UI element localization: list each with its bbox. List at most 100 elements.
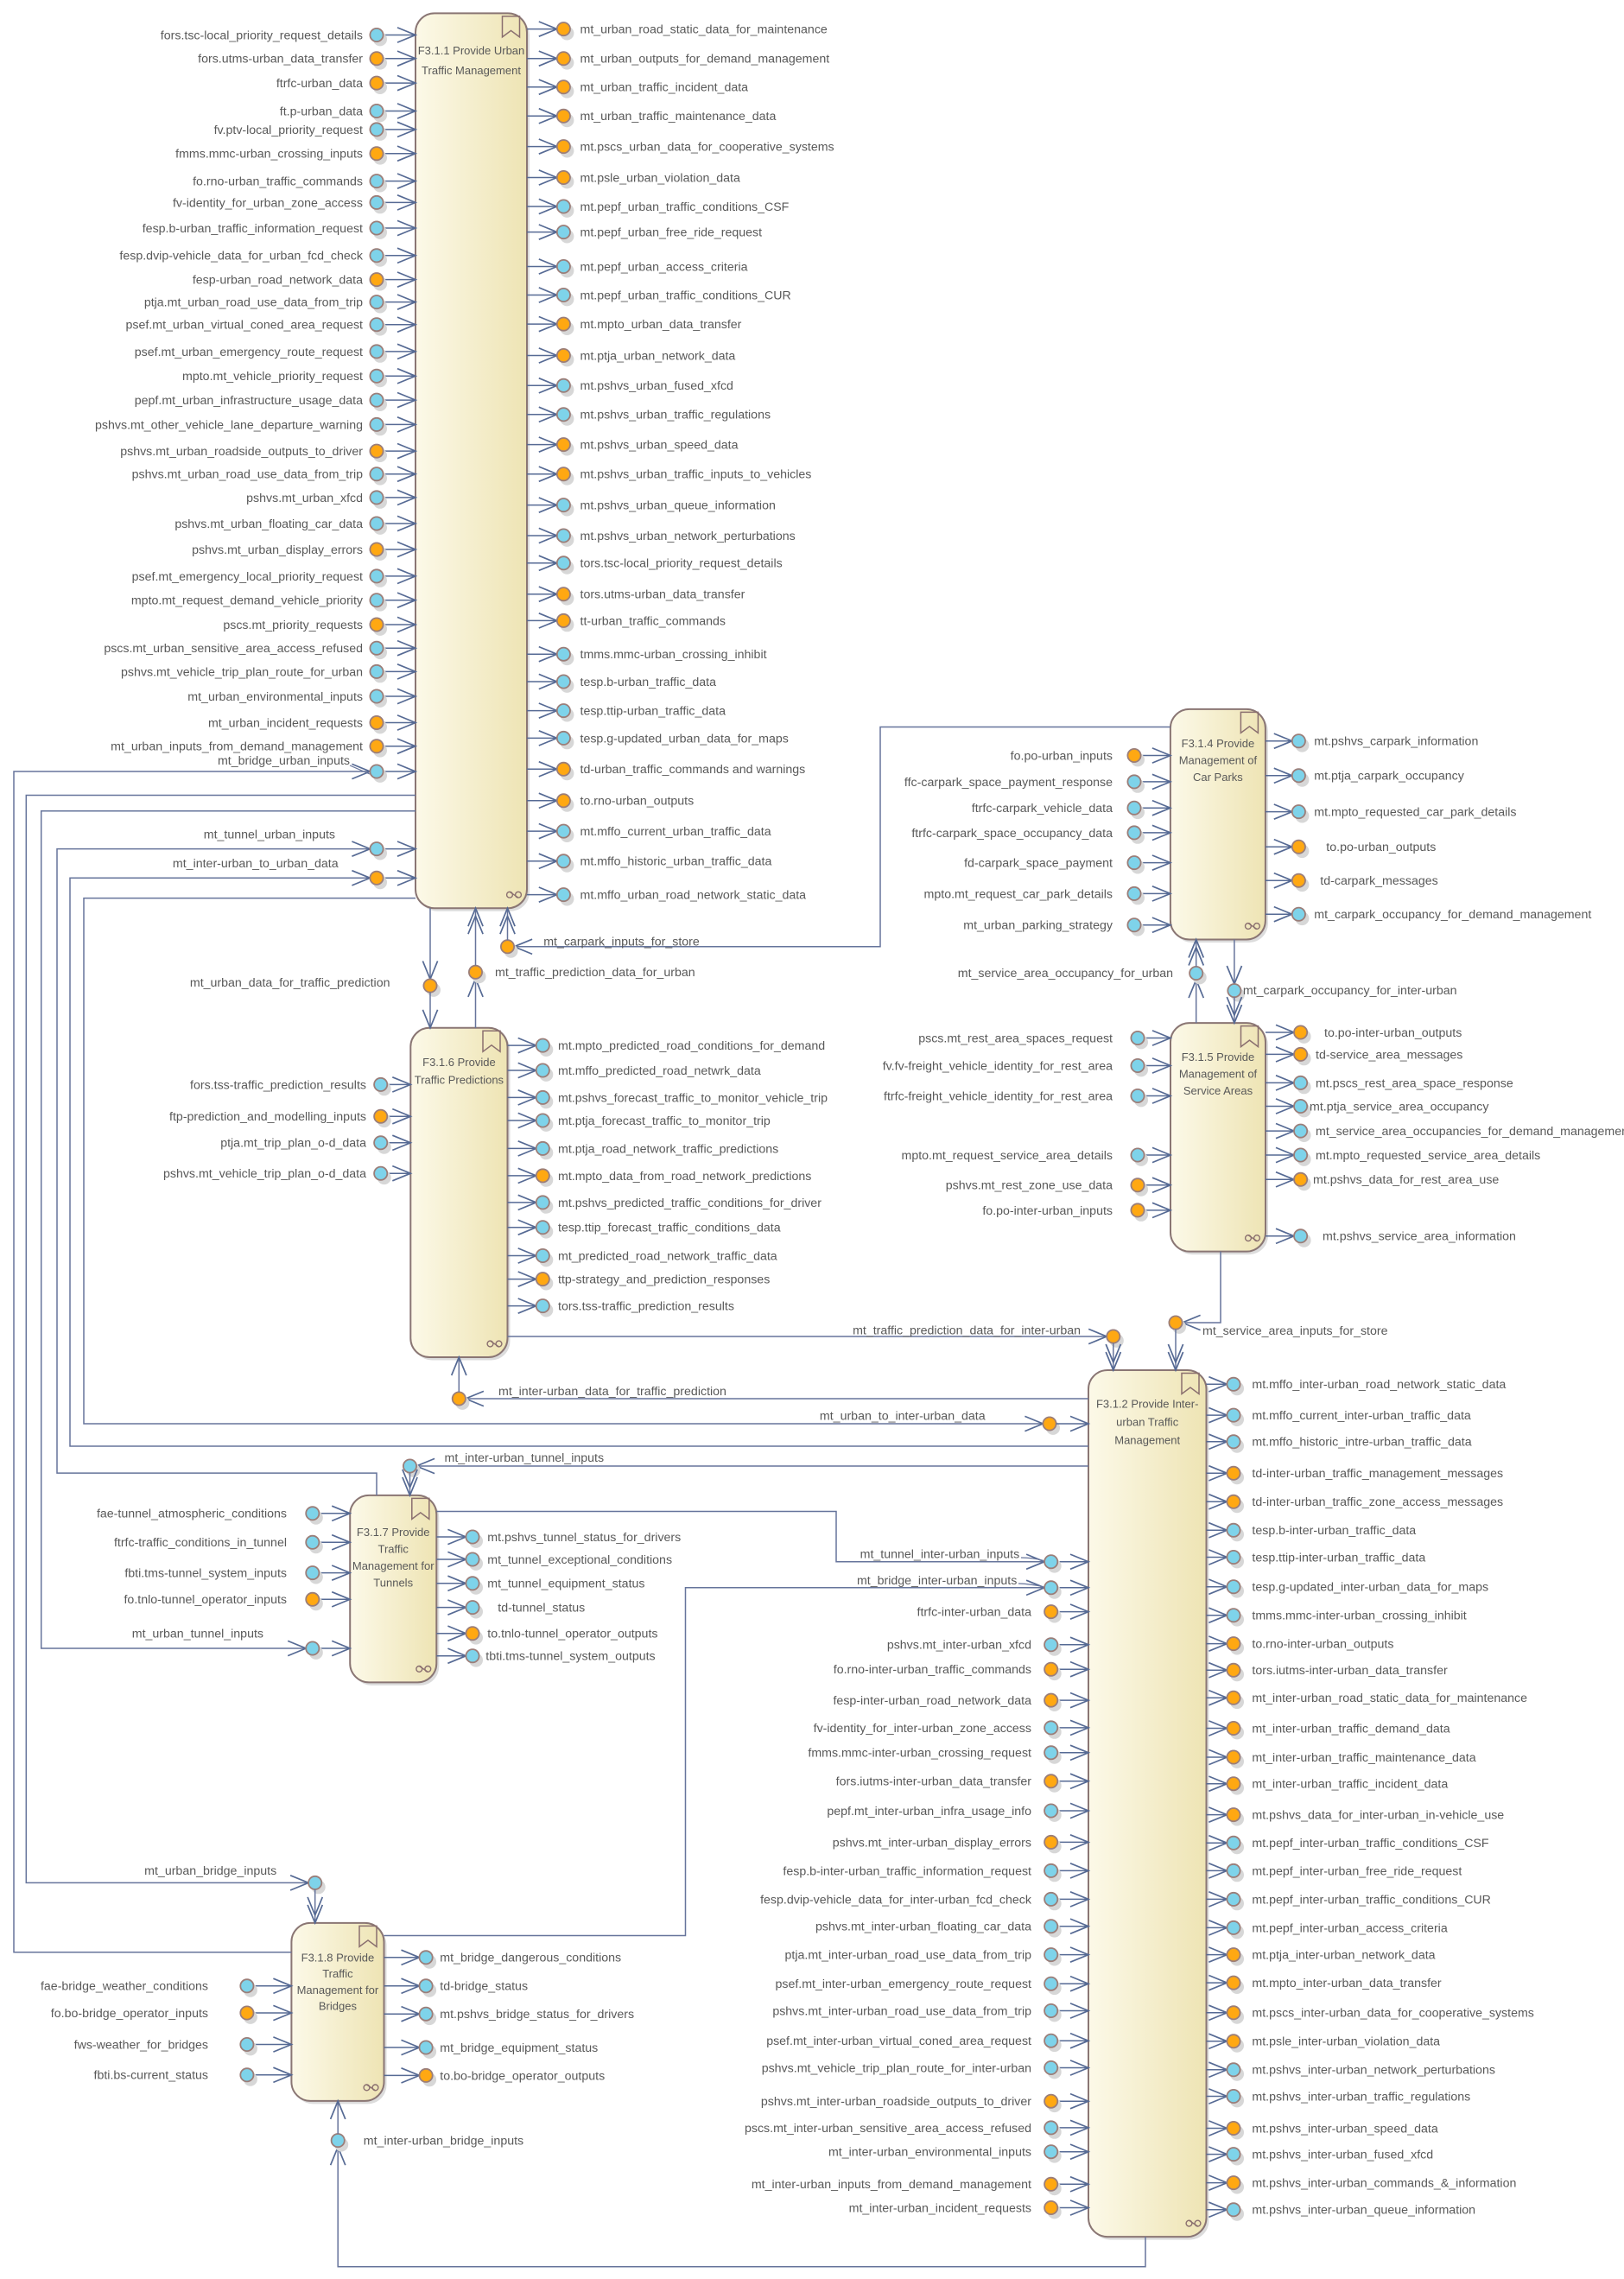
svg-text:fo.po-urban_inputs: fo.po-urban_inputs [1011,749,1113,763]
svg-text:fesp.dvip-vehicle_data_for_urb: fesp.dvip-vehicle_data_for_urban_fcd_che… [119,250,363,263]
svg-text:mt_service_area_occupancy_for_: mt_service_area_occupancy_for_urban [958,967,1173,981]
svg-text:ftrfc-freight_vehicle_identity: ftrfc-freight_vehicle_identity_for_rest_… [884,1089,1113,1103]
svg-text:pshvs.mt_other_vehicle_lane_de: pshvs.mt_other_vehicle_lane_departure_wa… [95,418,363,432]
svg-text:mt.pshvs_carpark_information: mt.pshvs_carpark_information [1314,735,1478,749]
svg-text:to.tnlo-tunnel_operator_output: to.tnlo-tunnel_operator_outputs [487,1628,657,1641]
svg-text:pshvs.mt_rest_zone_use_data: pshvs.mt_rest_zone_use_data [946,1179,1113,1193]
svg-text:mt.psle_urban_violation_data: mt.psle_urban_violation_data [580,171,740,185]
svg-text:mt.mpto_inter-urban_data_trans: mt.mpto_inter-urban_data_transfer [1252,1977,1442,1990]
svg-text:td-bridge_status: td-bridge_status [440,1980,528,1994]
svg-text:mt.ptja_inter-urban_network_da: mt.ptja_inter-urban_network_data [1252,1949,1435,1963]
svg-text:mt.ptja_urban_network_data: mt.ptja_urban_network_data [580,349,736,363]
svg-text:mt_urban_outputs_for_demand_ma: mt_urban_outputs_for_demand_management [580,53,830,67]
svg-text:Car Parks: Car Parks [1193,771,1243,784]
svg-text:mt.pepf_urban_free_ride_reques: mt.pepf_urban_free_ride_request [580,226,763,240]
svg-text:mt_inter-urban_traffic_demand_: mt_inter-urban_traffic_demand_data [1252,1722,1450,1736]
svg-text:tors.tsc-local_priority_reques: tors.tsc-local_priority_request_details [580,557,783,571]
svg-text:mt_inter-urban_road_static_dat: mt_inter-urban_road_static_data_for_main… [1252,1692,1527,1705]
svg-text:psef.mt_emergency_local_priori: psef.mt_emergency_local_priority_request [132,570,363,584]
svg-text:mt.mffo_urban_road_network_sta: mt.mffo_urban_road_network_static_data [580,889,807,903]
svg-text:mt_service_area_occupancies_fo: mt_service_area_occupancies_for_demand_m… [1316,1125,1624,1139]
svg-text:td-carpark_messages: td-carpark_messages [1320,874,1437,888]
svg-text:fws-weather_for_bridges: fws-weather_for_bridges [74,2038,208,2052]
svg-text:fors.tsc-local_priority_reques: fors.tsc-local_priority_request_details [161,29,363,42]
svg-text:tesp.ttip_forecast_traffic_con: tesp.ttip_forecast_traffic_conditions_da… [558,1222,781,1235]
svg-text:fo.rno-urban_traffic_commands: fo.rno-urban_traffic_commands [193,175,363,189]
svg-text:fesp-inter-urban_road_network_: fesp-inter-urban_road_network_data [833,1694,1031,1708]
svg-text:mt_urban_to_inter-urban_data: mt_urban_to_inter-urban_data [820,1409,986,1423]
svg-text:tesp.g-updated_urban_data_for_: tesp.g-updated_urban_data_for_maps [580,732,789,746]
svg-text:mpto.mt_request_service_area_d: mpto.mt_request_service_area_details [902,1149,1113,1163]
svg-text:mt_inter-urban_tunnel_inputs: mt_inter-urban_tunnel_inputs [445,1451,605,1465]
svg-text:mt_bridge_urban_inputs: mt_bridge_urban_inputs [218,754,350,768]
svg-text:mt.pshvs_inter-urban_commands_: mt.pshvs_inter-urban_commands_&_informat… [1252,2177,1516,2191]
svg-text:tesp.ttip-inter-urban_traffic_: tesp.ttip-inter-urban_traffic_data [1252,1551,1425,1565]
svg-text:pshvs.mt_inter-urban_display_e: pshvs.mt_inter-urban_display_errors [833,1836,1031,1850]
svg-text:mt.psle_inter-urban_violation_: mt.psle_inter-urban_violation_data [1252,2035,1440,2049]
svg-text:to.rno-inter-urban_outputs: to.rno-inter-urban_outputs [1252,1638,1393,1652]
svg-text:pscs.mt_urban_sensitive_area_a: pscs.mt_urban_sensitive_area_access_refu… [104,642,363,656]
svg-text:ftrfc-inter-urban_data: ftrfc-inter-urban_data [917,1606,1032,1620]
svg-text:td-inter-urban_traffic_zone_ac: td-inter-urban_traffic_zone_access_messa… [1252,1495,1503,1509]
svg-text:pshvs.mt_urban_floating_car_da: pshvs.mt_urban_floating_car_data [174,517,363,531]
svg-text:fmms.mmc-inter-urban_crossing_: fmms.mmc-inter-urban_crossing_request [808,1747,1031,1761]
svg-text:fesp-urban_road_network_data: fesp-urban_road_network_data [193,274,363,288]
svg-text:Tunnels: Tunnels [373,1577,413,1590]
svg-text:fors.utms-urban_data_transfer: fors.utms-urban_data_transfer [198,53,363,67]
svg-text:mt_inter-urban_environmental_i: mt_inter-urban_environmental_inputs [828,2146,1031,2160]
svg-text:td-inter-urban_traffic_managem: td-inter-urban_traffic_management_messag… [1252,1467,1503,1481]
svg-text:fbti.tms-tunnel_system_inputs: fbti.tms-tunnel_system_inputs [124,1567,287,1581]
svg-text:mt_tunnel_exceptional_conditio: mt_tunnel_exceptional_conditions [487,1553,672,1567]
svg-text:td-service_area_messages: td-service_area_messages [1316,1048,1462,1062]
svg-text:mt_urban_traffic_incident_data: mt_urban_traffic_incident_data [580,81,749,95]
svg-text:pshvs.mt_urban_roadside_output: pshvs.mt_urban_roadside_outputs_to_drive… [120,445,363,459]
svg-text:fv-identity_for_inter-urban_zo: fv-identity_for_inter-urban_zone_access [814,1722,1031,1736]
svg-text:mt.ptja_carpark_occupancy: mt.ptja_carpark_occupancy [1314,770,1464,784]
svg-text:Management: Management [1114,1434,1180,1447]
svg-text:ftrfc-carpark_space_occupancy_: ftrfc-carpark_space_occupancy_data [911,827,1113,841]
svg-text:fae-tunnel_atmospheric_conditi: fae-tunnel_atmospheric_conditions [97,1508,287,1521]
svg-text:mt_bridge_inter-urban_inputs: mt_bridge_inter-urban_inputs [857,1574,1017,1588]
svg-text:to.po-inter-urban_outputs: to.po-inter-urban_outputs [1324,1026,1462,1040]
svg-text:mt.pshvs_urban_traffic_inputs_: mt.pshvs_urban_traffic_inputs_to_vehicle… [580,468,812,482]
svg-text:td-urban_traffic_commands and: td-urban_traffic_commands and warnings [580,763,806,777]
svg-text:to.rno-urban_outputs: to.rno-urban_outputs [580,795,695,809]
svg-text:mt_carpark_occupancy_for_inter: mt_carpark_occupancy_for_inter-urban [1243,984,1457,998]
svg-text:Traffic Predictions: Traffic Predictions [415,1074,504,1087]
svg-text:mt_inter-urban_incident_reques: mt_inter-urban_incident_requests [849,2201,1031,2215]
svg-text:tors.tss-traffic_prediction_re: tors.tss-traffic_prediction_results [558,1300,734,1314]
svg-text:mt_tunnel_inter-urban_inputs: mt_tunnel_inter-urban_inputs [860,1548,1020,1562]
svg-text:to.po-urban_outputs: to.po-urban_outputs [1326,841,1436,854]
svg-text:pshvs.mt_vehicle_trip_plan_rou: pshvs.mt_vehicle_trip_plan_route_for_urb… [121,665,363,679]
svg-text:mt_bridge_dangerous_conditions: mt_bridge_dangerous_conditions [440,1952,621,1965]
svg-text:mt_urban_incident_requests: mt_urban_incident_requests [208,716,363,730]
svg-text:mt_inter-urban_to_urban_data: mt_inter-urban_to_urban_data [173,857,339,871]
svg-text:F3.1.1 Provide Urban: F3.1.1 Provide Urban [418,44,525,57]
svg-text:mt_urban_parking_strategy: mt_urban_parking_strategy [963,919,1113,933]
svg-text:mt_traffic_prediction_data_for: mt_traffic_prediction_data_for_urban [495,966,695,980]
svg-text:fae-bridge_weather_conditions: fae-bridge_weather_conditions [41,1980,208,1994]
svg-text:F3.1.7 Provide: F3.1.7 Provide [357,1526,430,1539]
svg-text:to.bo-bridge_operator_outputs: to.bo-bridge_operator_outputs [440,2069,605,2083]
svg-text:Management for: Management for [352,1559,435,1572]
svg-text:tbti.tms-tunnel_system_outputs: tbti.tms-tunnel_system_outputs [485,1650,655,1664]
svg-text:fbti.bs-current_status: fbti.bs-current_status [94,2069,208,2083]
svg-text:mt.mpto_data_from_road_network: mt.mpto_data_from_road_network_predictio… [558,1170,811,1184]
svg-text:mt_urban_data_for_traffic_pred: mt_urban_data_for_traffic_prediction [190,976,390,990]
svg-text:tt-urban_traffic_commands: tt-urban_traffic_commands [580,614,726,628]
svg-text:mt.pshvs_predicted_traffic_con: mt.pshvs_predicted_traffic_conditions_fo… [558,1197,822,1210]
svg-text:ftrfc-carpark_vehicle_data: ftrfc-carpark_vehicle_data [972,802,1113,816]
svg-text:pshvs.mt_inter-urban_road_use_: pshvs.mt_inter-urban_road_use_data_from_… [772,2004,1031,2018]
svg-text:Traffic: Traffic [377,1543,409,1556]
svg-text:mt.pshvs_inter-urban_speed_dat: mt.pshvs_inter-urban_speed_data [1252,2122,1437,2136]
svg-text:mt.mpto_predicted_road_conditi: mt.mpto_predicted_road_conditions_for_de… [558,1039,825,1053]
svg-text:fmms.mmc-urban_crossing_inputs: fmms.mmc-urban_crossing_inputs [175,148,363,162]
svg-text:psef.mt_inter-urban_emergency_: psef.mt_inter-urban_emergency_route_requ… [775,1977,1031,1991]
svg-text:mt_predicted_road_network_traf: mt_predicted_road_network_traffic_data [558,1249,777,1263]
svg-text:mt_bridge_equipment_status: mt_bridge_equipment_status [440,2041,598,2055]
svg-text:fv.fv-freight_vehicle_identity: fv.fv-freight_vehicle_identity_for_rest_… [883,1059,1113,1073]
svg-text:tors.utms-urban_data_transfer: tors.utms-urban_data_transfer [580,588,745,602]
svg-text:pscs.mt_rest_area_spaces_reque: pscs.mt_rest_area_spaces_request [918,1032,1113,1045]
svg-text:mt.pepf_urban_traffic_conditio: mt.pepf_urban_traffic_conditions_CUR [580,289,791,302]
svg-text:fo.po-inter-urban_inputs: fo.po-inter-urban_inputs [982,1204,1113,1218]
